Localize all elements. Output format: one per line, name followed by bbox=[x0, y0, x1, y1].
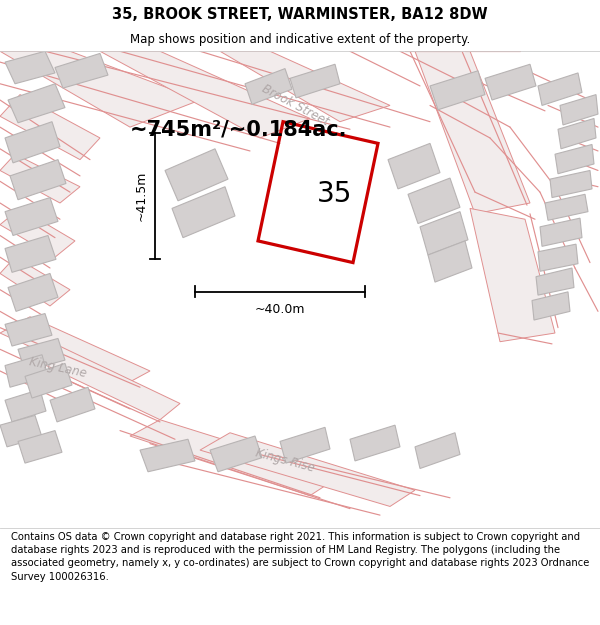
Polygon shape bbox=[555, 144, 594, 174]
Polygon shape bbox=[415, 51, 530, 214]
Polygon shape bbox=[18, 431, 62, 463]
Polygon shape bbox=[5, 389, 46, 422]
Polygon shape bbox=[485, 64, 536, 100]
Text: ~40.0m: ~40.0m bbox=[255, 302, 305, 316]
Polygon shape bbox=[430, 71, 485, 110]
Polygon shape bbox=[0, 257, 70, 306]
Text: King Lane: King Lane bbox=[28, 355, 88, 380]
Polygon shape bbox=[550, 171, 592, 198]
Polygon shape bbox=[428, 241, 472, 282]
Text: Map shows position and indicative extent of the property.: Map shows position and indicative extent… bbox=[130, 34, 470, 46]
Polygon shape bbox=[5, 122, 60, 163]
Polygon shape bbox=[220, 51, 390, 122]
Polygon shape bbox=[280, 428, 330, 463]
Polygon shape bbox=[200, 432, 415, 506]
Polygon shape bbox=[210, 436, 262, 472]
Polygon shape bbox=[5, 236, 56, 272]
Polygon shape bbox=[5, 51, 55, 84]
Text: 35: 35 bbox=[317, 180, 353, 208]
Polygon shape bbox=[350, 425, 400, 461]
Text: Contains OS data © Crown copyright and database right 2021. This information is : Contains OS data © Crown copyright and d… bbox=[11, 532, 589, 582]
Polygon shape bbox=[415, 432, 460, 469]
Text: Brook Street: Brook Street bbox=[259, 82, 331, 129]
Polygon shape bbox=[0, 317, 150, 388]
Polygon shape bbox=[8, 84, 65, 122]
Polygon shape bbox=[470, 208, 555, 342]
Polygon shape bbox=[532, 292, 570, 320]
Polygon shape bbox=[560, 94, 598, 125]
Polygon shape bbox=[0, 51, 200, 127]
Polygon shape bbox=[18, 339, 65, 371]
Polygon shape bbox=[5, 198, 58, 236]
Polygon shape bbox=[5, 314, 52, 346]
Polygon shape bbox=[420, 212, 468, 255]
Polygon shape bbox=[0, 154, 80, 203]
Polygon shape bbox=[388, 143, 440, 189]
Polygon shape bbox=[100, 51, 310, 138]
Text: ~41.5m: ~41.5m bbox=[134, 171, 148, 221]
Polygon shape bbox=[140, 439, 195, 472]
Polygon shape bbox=[8, 273, 58, 311]
Polygon shape bbox=[290, 64, 340, 98]
Polygon shape bbox=[0, 208, 75, 257]
Polygon shape bbox=[55, 53, 108, 88]
Polygon shape bbox=[35, 344, 180, 420]
Polygon shape bbox=[245, 69, 292, 104]
Polygon shape bbox=[408, 178, 460, 224]
Polygon shape bbox=[558, 119, 596, 149]
Polygon shape bbox=[50, 388, 95, 422]
Polygon shape bbox=[25, 363, 72, 398]
Polygon shape bbox=[5, 355, 48, 388]
Polygon shape bbox=[0, 416, 42, 447]
Polygon shape bbox=[540, 218, 582, 246]
Polygon shape bbox=[172, 187, 235, 238]
Polygon shape bbox=[0, 94, 100, 159]
Polygon shape bbox=[538, 73, 582, 106]
Text: Kings Rise: Kings Rise bbox=[254, 447, 316, 475]
Polygon shape bbox=[130, 420, 340, 496]
Text: ~745m²/~0.184ac.: ~745m²/~0.184ac. bbox=[130, 119, 347, 139]
Polygon shape bbox=[10, 159, 66, 200]
Polygon shape bbox=[536, 268, 574, 295]
Text: 35, BROOK STREET, WARMINSTER, BA12 8DW: 35, BROOK STREET, WARMINSTER, BA12 8DW bbox=[112, 7, 488, 22]
Polygon shape bbox=[538, 244, 578, 271]
Polygon shape bbox=[545, 194, 588, 221]
Polygon shape bbox=[165, 149, 228, 201]
